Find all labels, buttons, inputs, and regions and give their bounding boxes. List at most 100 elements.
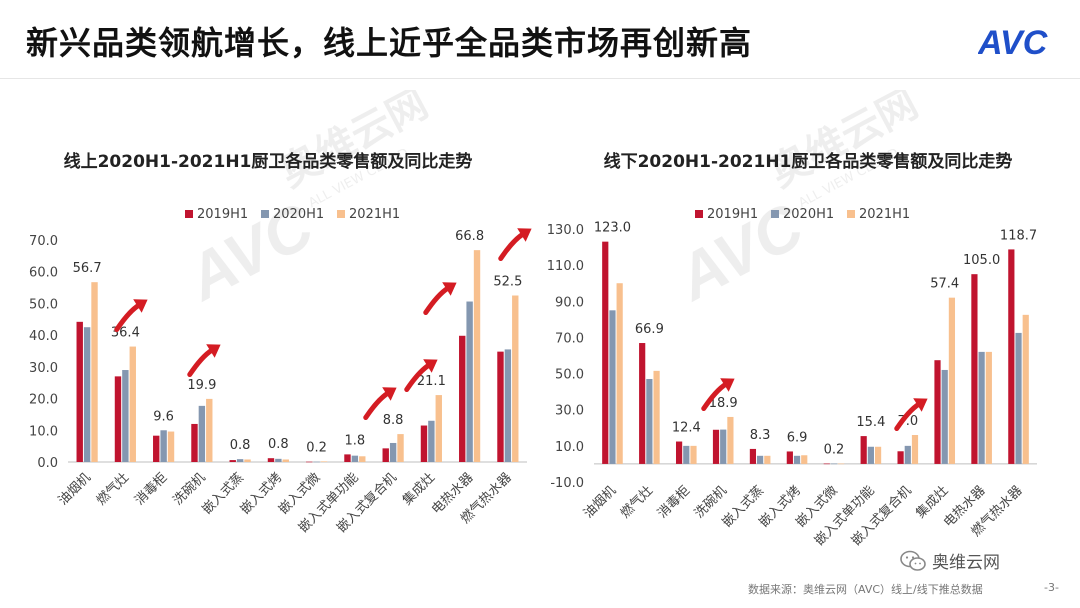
bar-2021H1-嵌入式烤 [801, 455, 808, 464]
data-label: 8.3 [750, 428, 771, 443]
bar-2019H1-油烟机 [602, 241, 609, 464]
bar-2020H1-燃气热水器 [1015, 332, 1022, 464]
bar-2020H1-电热水器 [466, 301, 473, 462]
legend-swatch [695, 210, 703, 218]
data-label: 57.4 [930, 277, 959, 292]
bar-2019H1-燃气灶 [639, 343, 646, 464]
data-label: 6.9 [787, 430, 808, 445]
growth-arrow-shaft [894, 401, 922, 432]
y-tick-label: 10.0 [555, 440, 584, 455]
data-label: 19.9 [187, 378, 216, 393]
legend-swatch [185, 210, 193, 218]
avc-logo: AVC [978, 24, 1048, 60]
bar-2019H1-嵌入式单功能 [344, 454, 351, 462]
growth-arrow-shaft [498, 231, 526, 262]
bar-2021H1-燃气热水器 [512, 295, 519, 462]
y-tick-label: 40.0 [29, 329, 58, 344]
bar-2020H1-嵌入式微 [313, 461, 320, 463]
bar-2021H1-洗碗机 [206, 398, 213, 462]
y-tick-label: 0.0 [37, 456, 58, 471]
bar-2021H1-嵌入式单功能 [359, 456, 366, 462]
bar-2021H1-嵌入式蒸 [244, 459, 251, 462]
growth-arrow-head [133, 299, 148, 313]
bar-2021H1-电热水器 [985, 351, 992, 464]
bar-2021H1-嵌入式微 [320, 461, 328, 462]
avc-logo-text: AVC [978, 24, 1048, 60]
wechat-account-name: 奥维云网 [932, 553, 1000, 573]
legend-swatch [261, 210, 269, 218]
bar-2019H1-消毒柜 [153, 435, 160, 462]
data-label: 1.8 [345, 433, 366, 448]
bar-2020H1-油烟机 [83, 327, 91, 462]
y-tick-label: 110.0 [547, 259, 584, 274]
bar-2021H1-燃气热水器 [1022, 314, 1029, 464]
bar-2020H1-嵌入式烤 [275, 458, 282, 462]
bar-2020H1-消毒柜 [683, 445, 690, 464]
bar-2020H1-嵌入式单功能 [351, 455, 359, 462]
bar-2019H1-嵌入式复合机 [897, 451, 904, 464]
growth-arrow-icon [404, 359, 438, 393]
data-label: 0.8 [268, 437, 289, 452]
growth-arrow-shaft [423, 285, 451, 316]
bar-2019H1-嵌入式复合机 [382, 448, 389, 462]
data-label: 123.0 [594, 221, 631, 236]
legend-label: 2021H1 [859, 207, 910, 222]
bar-2021H1-嵌入式单功能 [874, 446, 882, 464]
bar-2020H1-嵌入式蒸 [757, 455, 764, 464]
data-label: 66.8 [455, 229, 484, 244]
growth-arrow-icon [187, 344, 221, 378]
bar-2020H1-洗碗机 [198, 405, 206, 462]
bar-2021H1-洗碗机 [727, 416, 734, 464]
bar-2019H1-燃气灶 [114, 376, 122, 462]
bar-2020H1-嵌入式复合机 [389, 442, 397, 462]
bar-2020H1-集成灶 [428, 420, 435, 462]
growth-arrow-shaft [187, 347, 215, 378]
bar-2019H1-嵌入式微 [823, 463, 830, 465]
bar-2020H1-嵌入式复合机 [904, 445, 911, 464]
page-title: 新兴品类领航增长，线上近乎全品类市场再创新高 [26, 24, 753, 62]
growth-arrow-head [517, 228, 532, 242]
bar-2020H1-油烟机 [609, 310, 616, 464]
bar-2020H1-燃气热水器 [504, 349, 512, 462]
bar-2021H1-嵌入式复合机 [397, 434, 404, 462]
chart-title: 线上2020H1-2021H1厨卫各品类零售额及同比走势 [64, 151, 473, 172]
growth-arrow-shaft [114, 302, 142, 333]
growth-arrow-icon [114, 299, 148, 333]
bar-2019H1-油烟机 [76, 321, 83, 462]
bar-2019H1-嵌入式烤 [267, 458, 275, 462]
bar-2019H1-电热水器 [971, 274, 978, 464]
bar-2020H1-消毒柜 [160, 430, 167, 462]
y-tick-label: 50.0 [555, 368, 584, 383]
bar-2021H1-嵌入式复合机 [911, 435, 919, 464]
data-label: 12.4 [672, 421, 701, 436]
bar-2019H1-嵌入式蒸 [749, 448, 757, 464]
bar-2021H1-燃气灶 [129, 346, 136, 462]
category-label: 燃气灶 [617, 483, 656, 522]
growth-arrow-icon [498, 228, 532, 262]
bar-2019H1-嵌入式单功能 [860, 436, 867, 464]
category-label: 油烟机 [581, 483, 619, 521]
bar-2019H1-消毒柜 [675, 441, 683, 464]
growth-arrow-head [382, 387, 397, 401]
data-label: 18.9 [709, 396, 738, 411]
legend-label: 2019H1 [707, 207, 758, 222]
growth-arrow-head [423, 359, 438, 373]
legend-swatch [337, 210, 345, 218]
legend-label: 2019H1 [197, 207, 248, 222]
data-label: 118.7 [1000, 228, 1037, 243]
growth-arrow-head [206, 344, 221, 358]
data-label: 9.6 [153, 409, 174, 424]
y-tick-label: 60.0 [29, 266, 58, 281]
legend-label: 2020H1 [783, 207, 834, 222]
data-label: 105.0 [963, 253, 1000, 268]
bar-2019H1-洗碗机 [712, 429, 720, 464]
y-tick-label: 10.0 [29, 424, 58, 439]
bar-2021H1-嵌入式微 [838, 463, 845, 465]
growth-arrow-shaft [701, 381, 729, 412]
bar-2021H1-消毒柜 [690, 445, 697, 464]
data-label: 21.1 [417, 374, 446, 389]
bar-2020H1-燃气灶 [122, 370, 129, 462]
data-label: 56.7 [73, 261, 102, 276]
